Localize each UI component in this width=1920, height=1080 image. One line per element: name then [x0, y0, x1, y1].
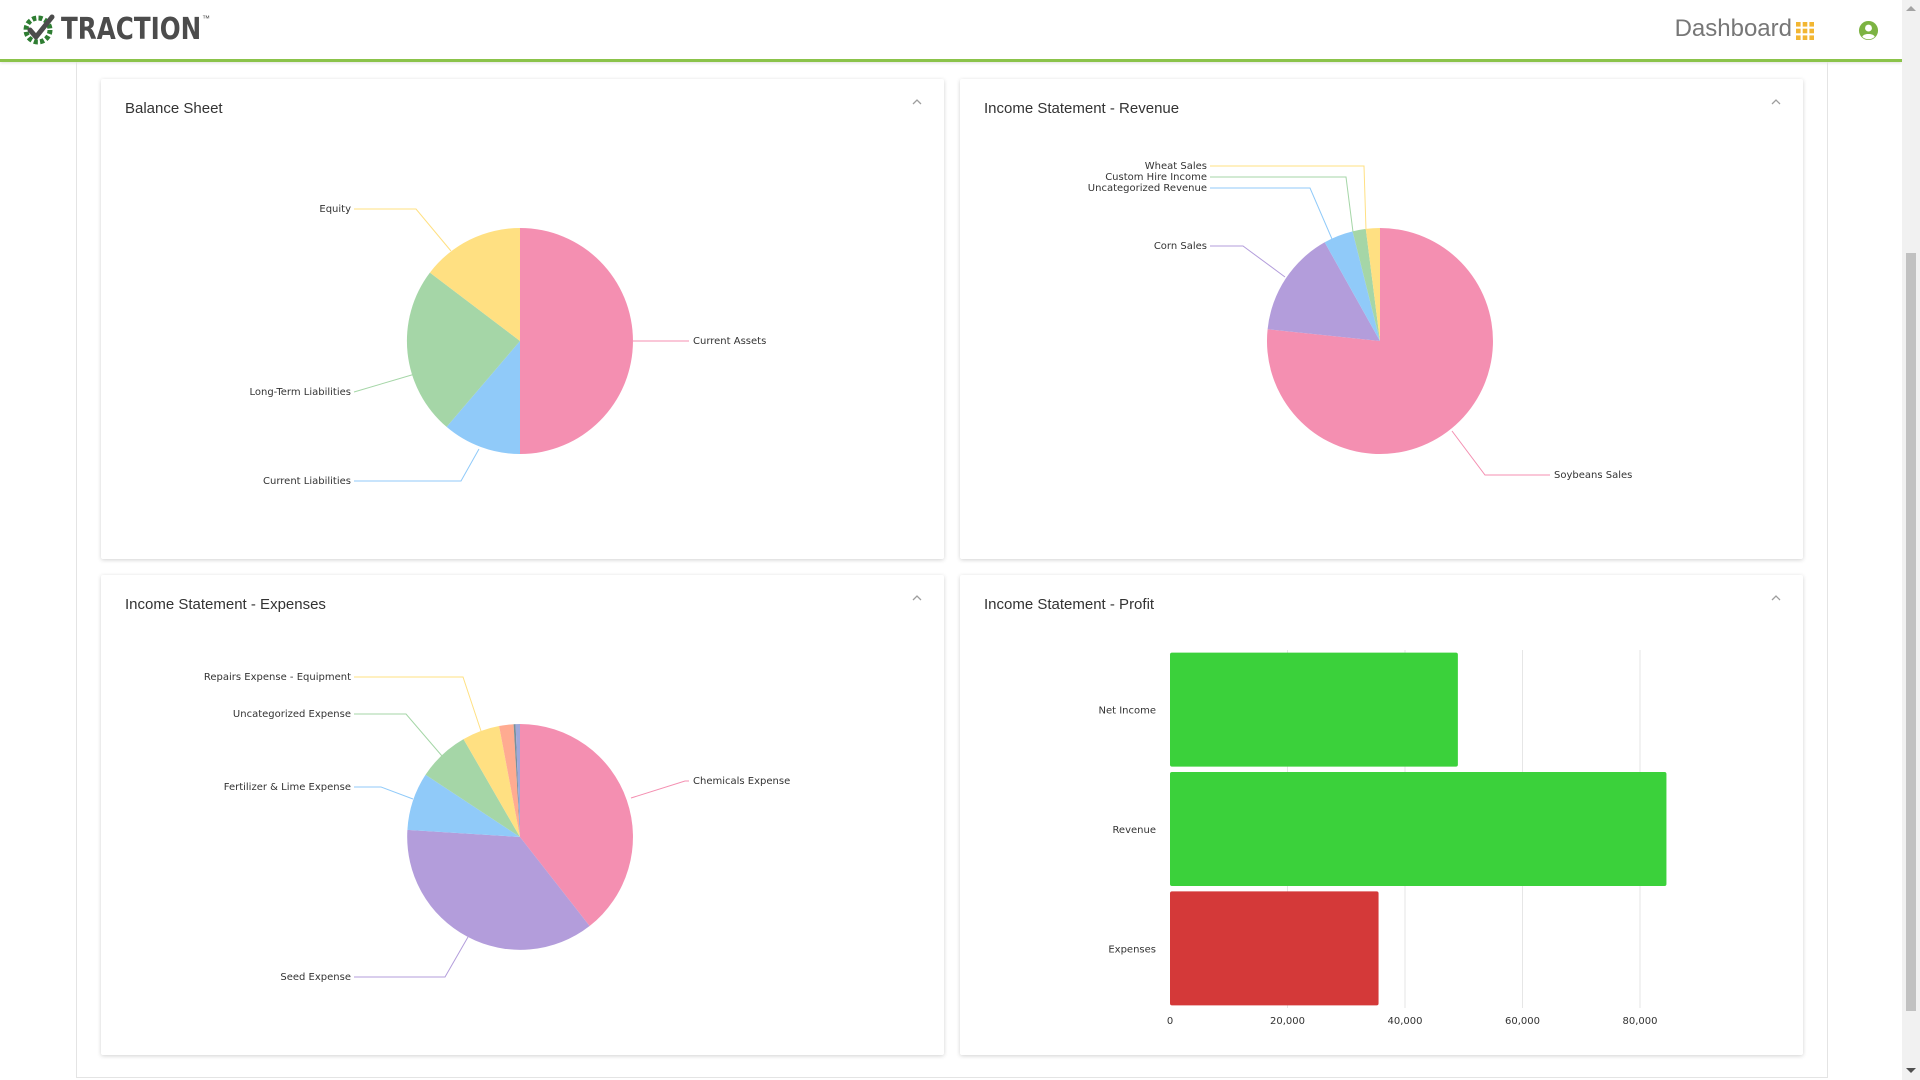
pie-label-uncategorized-expense: Uncategorized Expense	[233, 709, 351, 720]
pie-label-lines	[354, 676, 689, 978]
label-line-current-liabilities	[354, 448, 480, 482]
dashboard-container: Balance Sheet Current Assets Current Lia…	[76, 62, 1828, 1078]
pie-slice-other-1[interactable]	[499, 724, 520, 837]
balance-sheet-pie-chart: Current Assets Current Liabilities Long-…	[249, 204, 766, 487]
bar-net-income[interactable]	[1170, 652, 1458, 767]
pie-label-equity: Equity	[319, 204, 351, 215]
pie-slice-uncategorized-revenue[interactable]	[1324, 231, 1380, 341]
pie-slices	[407, 724, 633, 950]
pie-label-fertilizer-lime-expense: Fertilizer & Lime Expense	[224, 782, 351, 793]
pie-label-uncategorized-revenue: Uncategorized Revenue	[1088, 183, 1207, 194]
pie-label-seed-expense: Seed Expense	[280, 972, 351, 983]
pie-slice-soybeans-sales[interactable]	[1266, 228, 1493, 454]
chevron-up-icon[interactable]	[912, 97, 922, 107]
card-title: Income Statement - Expenses	[125, 596, 326, 613]
card-title: Income Statement - Revenue	[984, 100, 1180, 117]
expenses-card: Income Statement - Expenses Chemicals E	[101, 575, 944, 1055]
scroll-thumb[interactable]	[1906, 253, 1916, 1011]
label-line-repairs-expense-equipment	[354, 676, 482, 732]
y-category-label: Expenses	[1108, 944, 1156, 955]
label-line-equity	[354, 208, 452, 252]
label-line-seed-expense	[354, 936, 469, 978]
label-line-chemicals-expense	[630, 780, 689, 799]
page-title[interactable]: Dashboard	[1674, 15, 1792, 42]
pie-slice-other-3[interactable]	[515, 724, 520, 837]
x-tick-label: 40,000	[1388, 1016, 1423, 1027]
user-circle-icon[interactable]	[1858, 20, 1879, 41]
y-category-label: Revenue	[1112, 825, 1156, 836]
expenses-pie-chart: Chemicals Expense Seed Expense Fertilize…	[204, 672, 790, 983]
pie-label-wheat-sales: Wheat Sales	[1145, 161, 1207, 172]
scroll-down-arrow-icon[interactable]	[1906, 1068, 1916, 1073]
label-line-wheat-sales	[1210, 165, 1367, 231]
pie-slice-seed-expense[interactable]	[407, 829, 590, 950]
pie-label-soybeans-sales: Soybeans Sales	[1554, 470, 1632, 481]
card-title: Balance Sheet	[125, 100, 223, 117]
revenue-pie-chart: Soybeans Sales Corn Sales Uncategorized …	[1088, 161, 1633, 481]
chevron-up-icon[interactable]	[1771, 97, 1781, 107]
brand-logo[interactable]: TRACTION ™	[19, 10, 232, 48]
page-scrollbar[interactable]	[1902, 0, 1920, 1080]
pie-slice-equity[interactable]	[429, 227, 520, 341]
pie-slice-chemicals-expense[interactable]	[520, 724, 633, 926]
pie-label-current-assets: Current Assets	[693, 336, 766, 347]
pie-label-repairs-expense-equipment: Repairs Expense - Equipment	[204, 672, 351, 683]
x-tick-label: 0	[1167, 1016, 1173, 1027]
pie-label-current-liabilities: Current Liabilities	[263, 476, 351, 487]
gear-check-logo-icon	[23, 14, 55, 45]
label-line-long-term-liabilities	[353, 373, 416, 393]
apps-grid-icon[interactable]	[1796, 22, 1814, 40]
pie-label-chemicals-expense: Chemicals Expense	[693, 776, 790, 787]
pie-label-lines	[1210, 165, 1550, 476]
bar-expenses[interactable]	[1170, 891, 1379, 1006]
pie-label-long-term-liabilities: Long-Term Liabilities	[249, 387, 351, 398]
y-category-label: Net Income	[1098, 706, 1156, 717]
pie-slice-repairs-expense-equipment[interactable]	[463, 726, 521, 837]
chevron-up-icon[interactable]	[1771, 593, 1781, 603]
pie-label-corn-sales: Corn Sales	[1154, 241, 1207, 252]
x-tick-label: 20,000	[1270, 1016, 1305, 1027]
top-navbar: TRACTION ™ Dashboard	[0, 0, 1902, 62]
bar-revenue[interactable]	[1170, 772, 1667, 886]
pie-slice-current-assets[interactable]	[520, 228, 633, 454]
brand-trademark: ™	[202, 14, 210, 23]
profit-bar-chart: 0 20,000 40,000 60,000 80,000 Net Income Reven…	[1098, 650, 1667, 1027]
pie-slice-custom-hire-income[interactable]	[1352, 228, 1380, 341]
pie-slice-current-liabilities[interactable]	[446, 341, 520, 454]
x-tick-label: 80,000	[1623, 1016, 1658, 1027]
pie-label-lines	[353, 208, 689, 482]
scroll-up-arrow-icon[interactable]	[1906, 6, 1916, 11]
label-line-uncategorized-revenue	[1210, 187, 1333, 240]
pie-slice-corn-sales[interactable]	[1267, 242, 1380, 341]
pie-slice-fertilizer-lime-expense[interactable]	[407, 774, 520, 837]
pie-slice-other-2[interactable]	[513, 724, 520, 837]
revenue-card: Income Statement - Revenue Soybeans Sale…	[960, 79, 1803, 559]
card-title: Income Statement - Profit	[984, 596, 1155, 613]
x-tick-label: 60,000	[1505, 1016, 1540, 1027]
label-line-fertilizer-lime-expense	[354, 786, 414, 800]
pie-label-custom-hire-income: Custom Hire Income	[1105, 172, 1207, 183]
chevron-up-icon[interactable]	[912, 593, 922, 603]
label-line-corn-sales	[1210, 245, 1286, 278]
pie-slices	[1266, 228, 1493, 454]
pie-slice-wheat-sales[interactable]	[1365, 228, 1380, 341]
balance-sheet-card: Balance Sheet Current Assets Current Lia…	[101, 79, 944, 559]
pie-slices	[406, 227, 633, 454]
label-line-uncategorized-expense	[354, 713, 443, 757]
profit-card: Income Statement - Profit 0 20,000 40,000 6…	[960, 575, 1803, 1055]
label-line-custom-hire-income	[1210, 176, 1354, 233]
pie-slice-long-term-liabilities[interactable]	[406, 272, 520, 427]
label-line-soybeans-sales	[1451, 430, 1550, 476]
pie-slice-uncategorized-expense[interactable]	[425, 739, 521, 837]
brand-name: TRACTION	[61, 11, 202, 47]
